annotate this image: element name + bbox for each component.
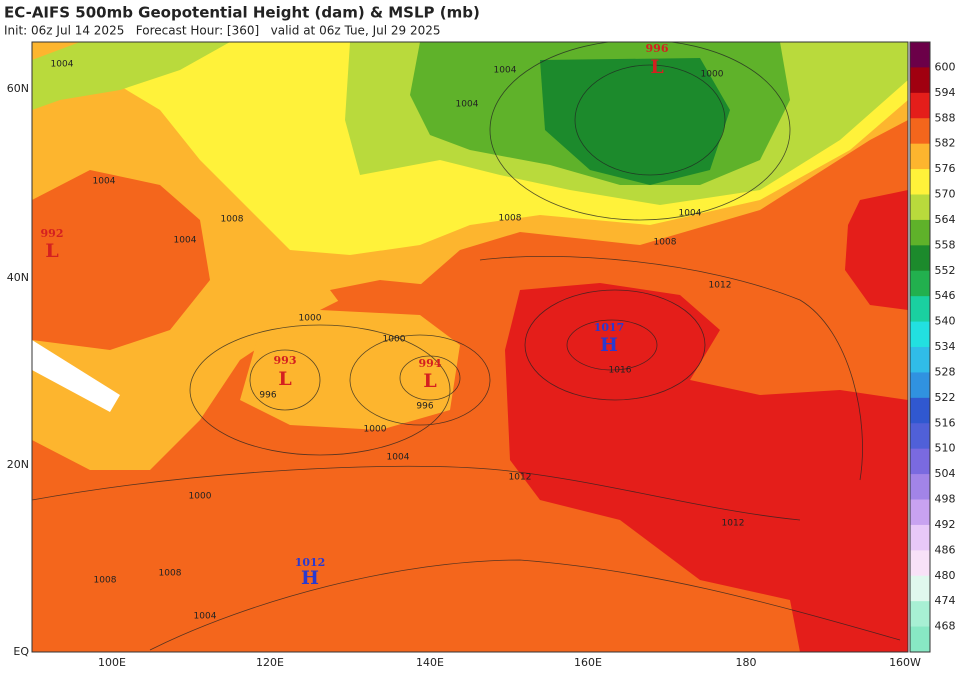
colorbar-swatch [910,143,930,170]
contour-label: 1008 [94,576,117,586]
map-field [32,42,908,652]
lon-label: 100E [98,656,126,669]
colorbar-swatch [910,601,930,628]
colorbar-swatch [910,575,930,602]
contour-label: 1016 [609,366,632,376]
subtitle: Init: 06z Jul 14 2025 Forecast Hour: [36… [4,24,441,38]
center-symbol: L [45,240,58,262]
center-symbol: L [278,368,291,390]
colorbar-swatch [910,448,930,475]
lat-label: 60N [7,82,29,95]
center-value: 994 [419,357,442,370]
colorbar-swatch [910,270,930,297]
colorbar-label: 486 [935,543,956,556]
colorbar-frame [909,41,931,653]
colorbar-label: 558 [935,238,956,251]
colorbar-label: 492 [935,518,956,531]
contour-label: 1004 [194,612,217,622]
contour-label: 1004 [494,66,517,76]
colorbar-swatch [910,321,930,348]
contour-label: 1000 [364,425,387,435]
lon-label: 140E [416,656,444,669]
contour-label: 1000 [189,492,212,502]
colorbar-label: 546 [935,289,956,302]
center-symbol: L [650,56,663,78]
lon-label: 180 [736,656,757,669]
colorbar-label: 600 [935,60,956,73]
colorbar-swatch [910,626,930,653]
lat-label: EQ [13,645,29,658]
map-frame [31,41,909,653]
colorbar-label: 522 [935,391,956,404]
colorbar-label: 570 [935,188,956,201]
colorbar-label: 468 [935,620,956,633]
contour-label: 1008 [159,569,182,579]
contour-label: 1004 [456,100,479,110]
contour-label: 1008 [221,215,244,225]
contour-label: 1000 [701,70,724,80]
contour-label: 1004 [51,60,74,70]
colorbar-swatch [910,524,930,551]
contour-label: 1000 [383,335,406,345]
colorbar-swatch [910,118,930,145]
colorbar-swatch [910,423,930,450]
colorbar-swatch [910,219,930,246]
center-value: 996 [646,42,669,55]
colorbar-label: 516 [935,416,956,429]
colorbar-swatch [910,42,930,68]
colorbar-label: 498 [935,493,956,506]
title: EC-AIFS 500mb Geopotential Height (dam) … [4,4,480,22]
contour-label: 1004 [679,209,702,219]
contour-label: 1004 [387,453,410,463]
colorbar-swatch [910,372,930,399]
colorbar-label: 474 [935,594,956,607]
colorbar-swatch [910,347,930,373]
lat-label: 20N [7,458,29,471]
colorbar-swatch [910,67,930,94]
colorbar-swatch [910,92,930,119]
colorbar-label: 582 [935,137,956,150]
contour-label: 1012 [722,519,745,529]
contour-label: 1004 [93,177,116,187]
center-symbol: L [423,370,436,392]
colorbar-label: 594 [935,86,956,99]
colorbar-swatch [910,194,930,221]
contour-label: 1008 [499,214,522,224]
lon-label: 160W [889,656,921,669]
lon-label: 160E [574,656,602,669]
center-value: 1012 [295,556,326,569]
colorbar-label: 528 [935,365,956,378]
colorbar-swatch [910,550,930,577]
contour-label: 996 [416,402,433,412]
colorbar-label: 588 [935,111,956,124]
colorbar-swatch [910,397,930,424]
contour-label: 1012 [709,281,732,291]
center-symbol: H [301,567,319,589]
contour-label: 1012 [509,473,532,483]
contour-label: 996 [259,391,276,401]
colorbar-label: 552 [935,264,956,277]
center-value: 992 [41,227,64,240]
contour-label: 1000 [299,314,322,324]
center-symbol: H [600,334,618,356]
contour-label: 1004 [174,236,197,246]
lon-label: 120E [256,656,284,669]
lat-label: 40N [7,271,29,284]
colorbar-swatch [910,169,930,195]
colorbar-swatch [910,296,930,323]
colorbar-label: 564 [935,213,956,226]
colorbar-label: 504 [935,467,956,480]
colorbar-swatch [910,499,930,526]
colorbar-label: 540 [935,315,956,328]
colorbar-label: 576 [935,162,956,175]
colorbar-label: 510 [935,442,956,455]
colorbar-label: 480 [935,569,956,582]
colorbar-swatch [910,245,930,272]
center-value: 993 [274,354,297,367]
colorbar-label: 534 [935,340,956,353]
contour-label: 1008 [654,238,677,248]
center-value: 1017 [594,321,625,334]
colorbar-swatch [910,474,930,500]
